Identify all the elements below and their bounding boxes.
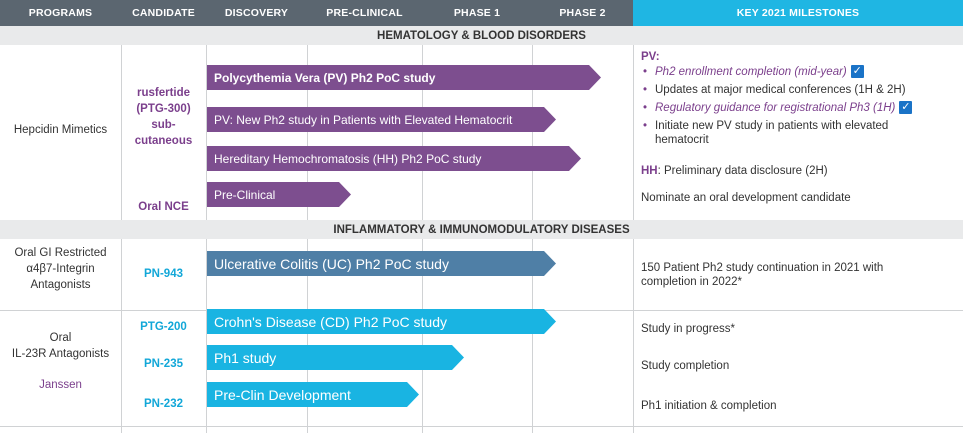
pv-label: PV: — [641, 51, 660, 63]
candidate-rusfertide: rusfertide (PTG-300) sub- cutaneous — [121, 85, 206, 149]
program-line: IL-23R Antagonists — [11, 348, 110, 360]
bar-cd-ph2: Crohn's Disease (CD) Ph2 PoC study — [207, 309, 556, 334]
hh-label: HH — [641, 165, 658, 177]
grid-line — [633, 239, 634, 433]
milestone-item: Regulatory guidance for registrational P… — [641, 101, 959, 115]
grid-line — [121, 239, 122, 433]
program-line: α4β7-Integrin — [26, 263, 95, 275]
candidate-line: sub- — [151, 119, 176, 131]
grid-line — [307, 45, 308, 220]
milestone-text: Ph2 enrollment completion (mid-year) — [655, 66, 847, 78]
program-gi: Oral GI Restricted α4β7-Integrin Antagon… — [0, 245, 121, 293]
grid-line — [422, 45, 423, 220]
candidate-pn235: PN-235 — [144, 358, 183, 370]
milestone-text: : Preliminary data disclosure (2H) — [657, 165, 828, 177]
milestone-item: Ph2 enrollment completion (mid-year)✓ — [641, 65, 959, 79]
milestone-gi: 150 Patient Ph2 study continuation in 20… — [641, 261, 883, 289]
candidate-pn232: PN-232 — [144, 398, 183, 410]
bar-preclinical: Pre-Clinical — [207, 182, 351, 207]
milestone-item: Updates at major medical conferences (1H… — [641, 83, 959, 97]
grid-line — [206, 45, 207, 220]
milestone-text: 150 Patient Ph2 study continuation in 20… — [641, 262, 884, 274]
section-inflammatory: INFLAMMATORY & IMMUNOMODULATORY DISEASES — [0, 220, 963, 239]
header-discovery: DISCOVERY — [206, 0, 307, 26]
milestone-text: Regulatory guidance for registrational P… — [655, 102, 896, 114]
checkbox-checked-icon: ✓ — [899, 101, 913, 115]
program-line: Antagonists — [30, 279, 91, 291]
milestone-ptg200: Study in progress* — [641, 323, 735, 335]
program-line: Oral — [49, 332, 72, 344]
milestone-text: completion in 2022* — [641, 276, 743, 288]
milestone-text: hematocrit — [655, 134, 709, 146]
bar-ph1: Ph1 study — [207, 345, 464, 370]
milestone-item: Initiate new PV study in patients with e… — [641, 119, 959, 147]
milestone-hh: HH: Preliminary data disclosure (2H) — [641, 164, 828, 178]
grid-line — [532, 239, 533, 433]
grid-line — [422, 239, 423, 433]
grid-line — [206, 239, 207, 433]
bar-pv-new-ph2: PV: New Ph2 study in Patients with Eleva… — [207, 107, 556, 132]
candidate-line: (PTG-300) — [136, 103, 191, 115]
milestone-oral: Nominate an oral development candidate — [641, 192, 851, 204]
milestone-text: Initiate new PV study in patients with e… — [655, 120, 889, 132]
grid-line — [121, 45, 122, 220]
bar-pv-ph2: Polycythemia Vera (PV) Ph2 PoC study — [207, 65, 601, 90]
grid-line — [633, 45, 634, 220]
candidate-line: cutaneous — [134, 135, 193, 147]
milestone-pn235: Study completion — [641, 360, 730, 372]
milestone-pn232: Ph1 initiation & completion — [641, 400, 777, 412]
candidate-line: rusfertide — [136, 87, 191, 99]
header-phase2: PHASE 2 — [532, 0, 633, 26]
bar-hh-ph2: Hereditary Hemochromatosis (HH) Ph2 PoC … — [207, 146, 581, 171]
candidate-pn943: PN-943 — [144, 268, 183, 280]
row-divider — [0, 426, 963, 427]
partner-janssen: Janssen — [39, 379, 82, 391]
section-hematology: HEMATOLOGY & BLOOD DISORDERS — [0, 26, 963, 45]
milestones-hepcidin: PV: Ph2 enrollment completion (mid-year)… — [641, 50, 959, 147]
program-il23r: Oral IL-23R Antagonists — [0, 330, 121, 362]
program-hepcidin: Hepcidin Mimetics — [13, 124, 108, 136]
grid-line — [532, 45, 533, 220]
checkbox-checked-icon: ✓ — [850, 65, 864, 79]
candidate-ptg200: PTG-200 — [140, 321, 187, 333]
bar-preclin-dev: Pre-Clin Development — [207, 382, 419, 407]
header-milestones: KEY 2021 MILESTONES — [633, 0, 963, 26]
header-programs: PROGRAMS — [0, 0, 121, 26]
candidate-oral-nce: Oral NCE — [138, 201, 189, 213]
program-line: Oral GI Restricted — [14, 247, 107, 259]
header-candidate: CANDIDATE — [121, 0, 206, 26]
bar-uc-ph2: Ulcerative Colitis (UC) Ph2 PoC study — [207, 251, 556, 276]
header-phase1: PHASE 1 — [422, 0, 532, 26]
header-preclinical: PRE-CLINICAL — [307, 0, 422, 26]
grid-line — [307, 239, 308, 433]
milestone-text: Updates at major medical conferences (1H… — [655, 84, 906, 96]
